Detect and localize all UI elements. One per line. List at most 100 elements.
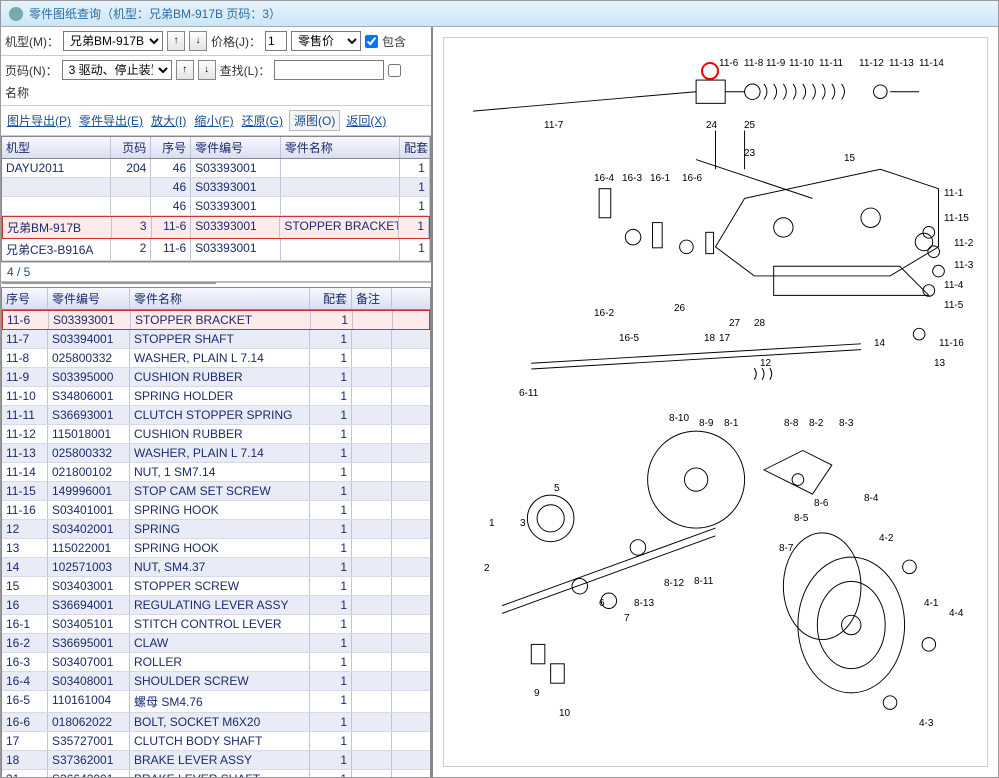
price-type-select[interactable]: 零售价	[291, 31, 361, 51]
model-select[interactable]: 兄弟BM-917B	[63, 31, 163, 51]
table-row[interactable]: 11-9S03395000CUSHION RUBBER1	[2, 368, 430, 387]
source-image-button[interactable]: 源图(O)	[289, 110, 340, 131]
table-row[interactable]: 11-11S36693001CLUTCH STOPPER SPRING1	[2, 406, 430, 425]
zoom-in-button[interactable]: 放大(I)	[149, 112, 188, 129]
table-row[interactable]: 16-3S03407001ROLLER1	[2, 653, 430, 672]
bottom-grid-col-header[interactable]: 备注	[352, 288, 392, 309]
page-select[interactable]: 3 驱动、停止装置	[62, 60, 172, 80]
diagram-callout: 14	[874, 338, 885, 349]
table-row[interactable]: 11-12115018001CUSHION RUBBER1	[2, 425, 430, 444]
table-row[interactable]: 15S03403001STOPPER SCREW1	[2, 577, 430, 596]
diagram-callout: 8-8	[784, 418, 798, 429]
page-label: 页码(N)：	[5, 62, 58, 79]
bottom-grid-col-header[interactable]: 配套	[310, 288, 352, 309]
table-row[interactable]: 11-15149996001STOP CAM SET SCREW1	[2, 482, 430, 501]
diagram-callout: 13	[934, 358, 945, 369]
include-checkbox[interactable]	[365, 35, 378, 48]
price-label: 价格(J)：	[211, 33, 261, 50]
diagram-callout: 26	[674, 303, 685, 314]
bottom-grid-col-header[interactable]: 零件名称	[130, 288, 310, 309]
name-checkbox[interactable]	[388, 64, 401, 77]
page-up-button[interactable]: ↑	[176, 60, 194, 80]
diagram-callout: 16-1	[650, 173, 670, 184]
table-row[interactable]: 兄弟BM-917B311-6S03393001STOPPER BRACKET1	[2, 216, 430, 239]
top-grid-pager: 4 / 5	[1, 262, 431, 281]
diagram-callout: 8-2	[809, 418, 823, 429]
table-row[interactable]: 11-8025800332WASHER, PLAIN L 7.141	[2, 349, 430, 368]
diagram-callout: 12	[760, 358, 771, 369]
search-input[interactable]	[274, 60, 384, 80]
search-label: 查找(L)：	[220, 62, 271, 79]
zoom-out-button[interactable]: 缩小(F)	[192, 112, 235, 129]
table-row[interactable]: 11-13025800332WASHER, PLAIN L 7.141	[2, 444, 430, 463]
top-grid-body[interactable]: DAYU201120446S03393001146S03393001146S03…	[2, 159, 430, 261]
top-grid-col-header[interactable]: 页码	[111, 137, 151, 158]
table-row[interactable]: 13115022001SPRING HOOK1	[2, 539, 430, 558]
restore-button[interactable]: 还原(G)	[240, 112, 285, 129]
top-grid-col-header[interactable]: 零件编号	[191, 137, 281, 158]
table-row[interactable]: 16S36694001REGULATING LEVER ASSY1	[2, 596, 430, 615]
diagram-callout: 11-16	[939, 338, 964, 349]
toolbar-row-2: 页码(N)： 3 驱动、停止装置 ↑ ↓ 查找(L)： 名称	[1, 56, 431, 106]
top-grid-col-header[interactable]: 序号	[151, 137, 191, 158]
table-row[interactable]: 11-10S34806001SPRING HOLDER1	[2, 387, 430, 406]
table-row[interactable]: 17S35727001CLUTCH BODY SHAFT1	[2, 732, 430, 751]
diagram-callout: 11-4	[944, 280, 963, 291]
model-down-button[interactable]: ↓	[189, 31, 207, 51]
diagram-callout: 27	[729, 318, 740, 329]
diagram-callout: 23	[744, 148, 755, 159]
bottom-grid-body[interactable]: 11-6S03393001STOPPER BRACKET111-7S033940…	[2, 310, 430, 777]
diagram-callout: 11-12	[859, 58, 884, 69]
model-up-button[interactable]: ↑	[167, 31, 185, 51]
top-grid: 机型页码序号零件编号零件名称配套 DAYU201120446S033930011…	[1, 136, 431, 262]
diagram-callout: 8-12	[664, 578, 684, 589]
diagram-callout: 8-13	[634, 598, 654, 609]
table-row[interactable]: 16-6018062022BOLT, SOCKET M6X201	[2, 713, 430, 732]
diagram-callout: 8-5	[794, 513, 808, 524]
diagram-callout: 16-2	[594, 308, 614, 319]
table-row[interactable]: 12S03402001SPRING1	[2, 520, 430, 539]
diagram-callout: 16-5	[619, 333, 639, 344]
diagram-callout: 8-3	[839, 418, 853, 429]
diagram-callout: 11-9	[766, 58, 785, 69]
bottom-grid-col-header[interactable]: 零件编号	[48, 288, 130, 309]
table-row[interactable]: 11-6S03393001STOPPER BRACKET1	[2, 310, 430, 330]
table-row[interactable]: 兄弟CE3-B916A211-6S033930011	[2, 239, 430, 261]
model-label: 机型(M)：	[5, 33, 59, 50]
table-row[interactable]: 16-1S03405101STITCH CONTROL LEVER1	[2, 615, 430, 634]
table-row[interactable]: DAYU201120446S033930011	[2, 159, 430, 178]
top-grid-hscroll[interactable]	[1, 281, 431, 283]
table-row[interactable]: 14102571003NUT, SM4.371	[2, 558, 430, 577]
diagram-callout: 8-9	[699, 418, 713, 429]
diagram-callout: 8-6	[814, 498, 828, 509]
table-row[interactable]: 11-14021800102NUT, 1 SM7.141	[2, 463, 430, 482]
parts-diagram[interactable]: 11-611-811-911-1011-1111-1211-1311-1411-…	[443, 37, 988, 767]
diagram-callout: 4-4	[949, 608, 963, 619]
table-row[interactable]: 11-7S03394001STOPPER SHAFT1	[2, 330, 430, 349]
table-row[interactable]: 11-16S03401001SPRING HOOK1	[2, 501, 430, 520]
table-row[interactable]: 46S033930011	[2, 178, 430, 197]
diagram-callout: 25	[744, 120, 755, 131]
top-grid-col-header[interactable]: 机型	[2, 137, 111, 158]
back-button[interactable]: 返回(X)	[344, 112, 388, 129]
diagram-callout: 11-11	[819, 58, 843, 69]
table-row[interactable]: 16-2S36695001CLAW1	[2, 634, 430, 653]
diagram-callout: 8-4	[864, 493, 878, 504]
toolbar-row-1: 机型(M)： 兄弟BM-917B ↑ ↓ 价格(J)： 零售价 包含	[1, 27, 431, 56]
diagram-callout: 11-8	[744, 58, 763, 69]
page-down-button[interactable]: ↓	[198, 60, 216, 80]
diagram-callout: 7	[624, 613, 630, 624]
export-image-button[interactable]: 图片导出(P)	[5, 112, 73, 129]
price-input[interactable]	[265, 31, 287, 51]
top-grid-col-header[interactable]: 配套	[400, 137, 430, 158]
bottom-grid-col-header[interactable]: 序号	[2, 288, 48, 309]
table-row[interactable]: 46S033930011	[2, 197, 430, 216]
table-row[interactable]: 21S36642001BRAKE LEVER SHAFT1	[2, 770, 430, 777]
table-row[interactable]: 16-4S03408001SHOULDER SCREW1	[2, 672, 430, 691]
diagram-callout: 11-2	[954, 238, 973, 249]
export-parts-button[interactable]: 零件导出(E)	[77, 112, 145, 129]
table-row[interactable]: 16-5110161004螺母 SM4.761	[2, 691, 430, 713]
diagram-callout: 2	[484, 563, 490, 574]
top-grid-col-header[interactable]: 零件名称	[281, 137, 400, 158]
table-row[interactable]: 18S37362001BRAKE LEVER ASSY1	[2, 751, 430, 770]
